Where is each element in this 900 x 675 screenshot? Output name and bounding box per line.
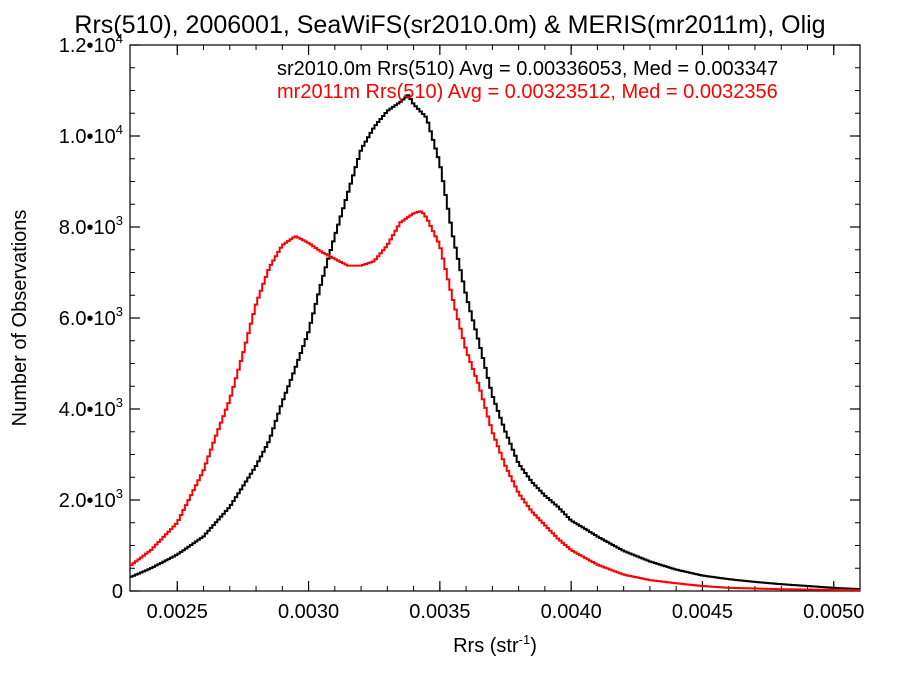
legend-entry-1: mr2011m Rrs(510) Avg = 0.00323512, Med =… bbox=[277, 81, 778, 103]
x-tick-label: 0.0030 bbox=[278, 601, 339, 623]
y-tick-label-mantissa: 8.0•10 bbox=[59, 217, 116, 239]
y-tick-label-mantissa: 1.2•10 bbox=[59, 35, 116, 57]
y-tick-label-exponent: 4 bbox=[116, 31, 123, 46]
y-tick-label-exponent: 3 bbox=[116, 486, 123, 501]
x-tick-label: 0.0045 bbox=[672, 601, 733, 623]
y-axis-label: Number of Observations bbox=[9, 210, 31, 427]
y-tick-label: 1.2•104 bbox=[59, 31, 123, 57]
x-axis: 0.0025 0.0030 0.0035 0.0040 0.0045 0.0050 bbox=[147, 45, 864, 623]
y-tick-label: 8.0•103 bbox=[59, 213, 123, 239]
y-tick-label-exponent: 4 bbox=[116, 122, 123, 137]
y-tick-label-mantissa: 1.0•10 bbox=[59, 126, 116, 148]
plot-frame bbox=[129, 44, 861, 592]
y-tick-label-mantissa: 6.0•10 bbox=[59, 308, 116, 330]
y-tick-label-exponent: 3 bbox=[116, 213, 123, 228]
x-tick-label: 0.0040 bbox=[541, 601, 602, 623]
x-tick-label: 0.0035 bbox=[409, 601, 470, 623]
x-tick-label: 0.0050 bbox=[803, 601, 864, 623]
y-tick-label: 6.0•103 bbox=[59, 304, 123, 330]
series-group bbox=[130, 94, 860, 592]
y-axis: 02.0•1034.0•1036.0•1038.0•1031.0•1041.2•… bbox=[59, 31, 860, 603]
x-axis-label: Rrs (str-1) bbox=[453, 632, 537, 657]
series-line-1 bbox=[130, 210, 860, 592]
chart-title: Rrs(510), 2006001, SeaWiFS(sr2010.0m) & … bbox=[74, 11, 825, 39]
y-tick-label: 0 bbox=[112, 581, 123, 603]
y-tick-label: 2.0•103 bbox=[59, 486, 123, 512]
x-axis-label-text: Rrs (str bbox=[453, 635, 519, 657]
y-tick-label-exponent: 3 bbox=[116, 304, 123, 319]
y-tick-label-mantissa: 0 bbox=[112, 581, 123, 603]
y-tick-label: 4.0•103 bbox=[59, 395, 123, 421]
y-tick-label: 1.0•104 bbox=[59, 122, 123, 148]
y-tick-label-mantissa: 4.0•10 bbox=[59, 399, 116, 421]
x-axis-label-close: ) bbox=[530, 635, 537, 657]
series-line-0 bbox=[130, 94, 860, 591]
legend: sr2010.0m Rrs(510) Avg = 0.00336053, Med… bbox=[277, 58, 778, 103]
legend-entry-0: sr2010.0m Rrs(510) Avg = 0.00336053, Med… bbox=[277, 58, 778, 80]
x-axis-label-exponent: -1 bbox=[519, 632, 531, 647]
y-tick-label-exponent: 3 bbox=[116, 395, 123, 410]
x-tick-label: 0.0025 bbox=[147, 601, 208, 623]
y-tick-label-mantissa: 2.0•10 bbox=[59, 490, 116, 512]
